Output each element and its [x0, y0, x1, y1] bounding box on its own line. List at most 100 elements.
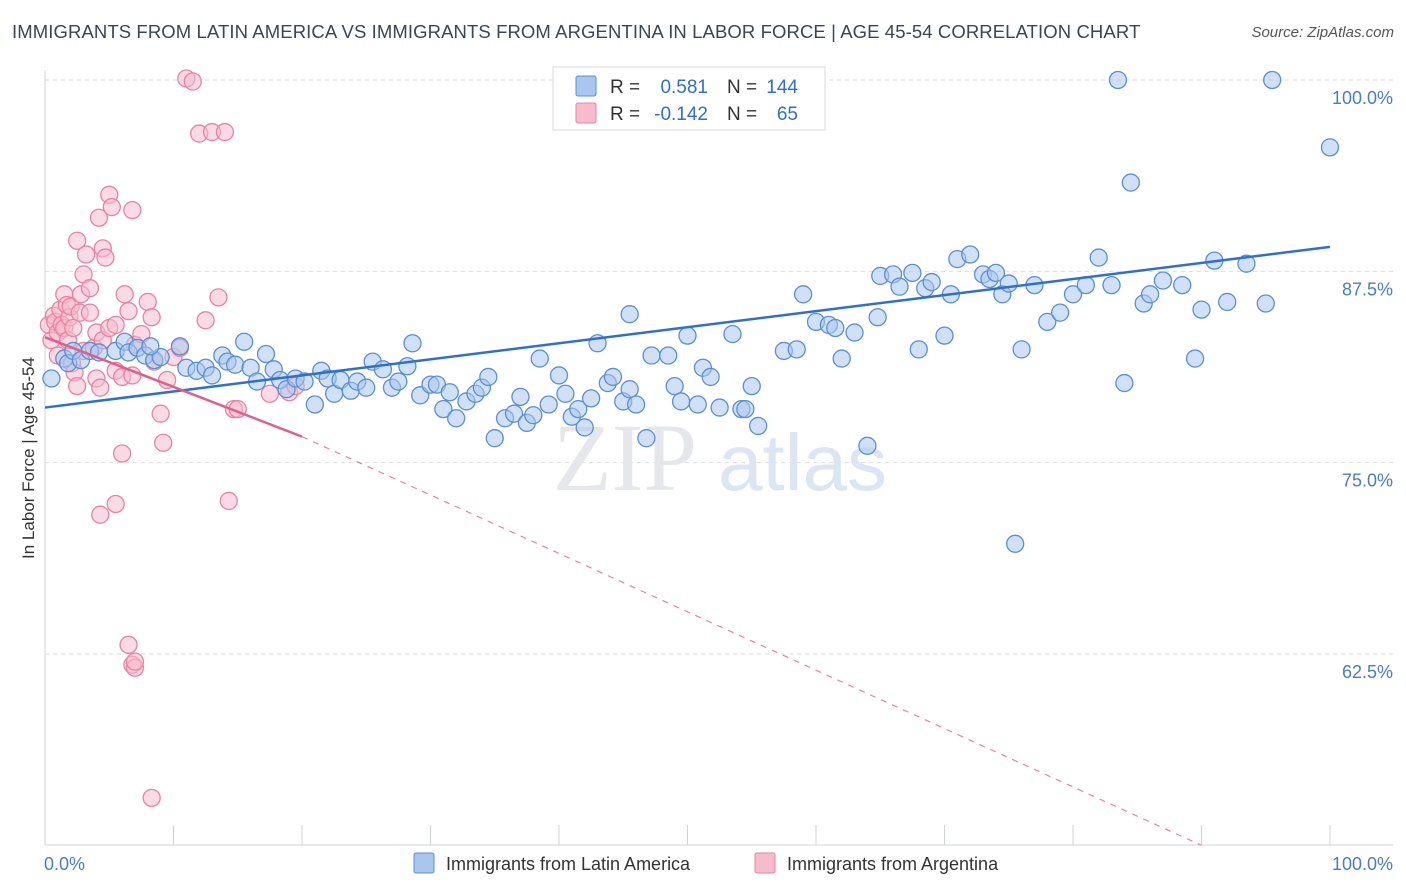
latin-america-point-90 [749, 416, 768, 436]
latin-america-point-49 [434, 399, 453, 419]
latin-america-point-105 [903, 263, 922, 283]
argentina-point-23 [76, 245, 96, 264]
argentina-point-62 [260, 384, 280, 403]
argentina-point-46 [142, 308, 161, 327]
latin-america-point-106 [909, 340, 928, 359]
latin-america-point-75 [626, 395, 646, 414]
argentina-point-41 [119, 301, 138, 321]
series-legend-swatch-blue [413, 852, 435, 874]
argentina-point-72 [142, 788, 161, 808]
legend-r-value-1: 0.581 [660, 77, 708, 98]
latin-america-point-65 [556, 384, 575, 403]
legend-n-value-2: 65 [777, 104, 798, 125]
latin-america-point-45 [403, 334, 422, 353]
latin-america-point-109 [935, 326, 954, 345]
legend-r-value-2: -0.142 [654, 104, 708, 125]
latin-america-point-0 [42, 369, 61, 388]
latin-america-trend-line [44, 245, 1331, 409]
latin-america-point-121 [1038, 312, 1057, 331]
latin-america-point-98 [832, 349, 851, 368]
argentina-point-55 [196, 311, 215, 330]
y-axis-title: In Labor Force | Age 45-54 [19, 357, 38, 559]
y-tick-label-1: 87.5% [1342, 279, 1393, 299]
x-tick-label-0: 0.0% [44, 854, 85, 874]
argentina-points [39, 69, 305, 808]
latin-america-point-91 [620, 305, 639, 324]
latin-america-point-119 [1012, 340, 1031, 359]
argentina-point-67 [112, 444, 132, 463]
latin-america-point-62 [530, 349, 549, 368]
latin-america-point-126 [1102, 275, 1121, 295]
correlation-legend: R = 0.581 N = 144 R = -0.142 N = 65 [552, 66, 826, 131]
series-legend-label-blue: Immigrants from Latin America [446, 854, 691, 874]
argentina-point-57 [209, 288, 228, 307]
latin-america-point-79 [665, 376, 684, 396]
latin-america-point-118 [1006, 534, 1025, 553]
latin-america-point-61 [524, 406, 543, 425]
chart-title: IMMIGRANTS FROM LATIN AMERICA VS IMMIGRA… [12, 21, 1141, 42]
argentina-point-36 [102, 197, 121, 217]
latin-america-point-14 [141, 337, 160, 356]
legend-n-value-1: 144 [766, 77, 798, 98]
latin-america-point-93 [787, 340, 806, 359]
latin-america-point-86 [723, 324, 742, 344]
argentina-point-33 [96, 248, 115, 267]
y-tick-label-3: 62.5% [1342, 662, 1393, 682]
latin-america-point-122 [1051, 303, 1070, 322]
latin-america-point-104 [890, 277, 909, 296]
latin-america-point-81 [678, 326, 697, 345]
latin-america-point-130 [1140, 285, 1160, 304]
latin-america-point-85 [710, 398, 729, 417]
argentina-point-59 [219, 491, 238, 511]
latin-america-point-138 [1256, 294, 1275, 313]
source-credit: Source: ZipAtlas.com [1251, 24, 1394, 41]
latin-america-point-59 [511, 387, 530, 406]
argentina-point-48 [151, 404, 170, 423]
latin-america-point-139 [1320, 138, 1340, 157]
latin-america-point-26 [256, 344, 276, 364]
latin-america-point-43 [389, 372, 408, 391]
legend-swatch-pink [575, 102, 597, 124]
series-legend: Immigrants from Latin America Immigrants… [413, 852, 999, 874]
latin-america-point-125 [1089, 248, 1108, 267]
latin-america-point-74 [620, 380, 639, 399]
argentina-point-66 [91, 505, 110, 524]
latin-america-point-64 [549, 366, 569, 385]
argentina-point-65 [106, 494, 125, 514]
latin-america-point-137 [1237, 254, 1256, 273]
latin-america-point-94 [794, 285, 813, 304]
latin-america-point-69 [581, 389, 601, 408]
latin-america-point-117 [999, 274, 1018, 293]
latin-america-point-101 [868, 308, 887, 327]
latin-america-point-31 [295, 372, 314, 391]
axes [44, 70, 1393, 846]
argentina-point-17 [67, 376, 87, 396]
argentina-trend-extension [301, 436, 1202, 846]
latin-america-point-80 [671, 392, 691, 411]
legend-swatch-blue [575, 75, 597, 97]
legend-r-label-1: R = [610, 77, 640, 98]
y-tick-label-2: 75.0% [1342, 471, 1393, 491]
x-tick-label-100: 100.0% [1332, 854, 1393, 874]
latin-america-point-68 [575, 418, 594, 437]
latin-america-point-97 [826, 318, 845, 338]
latin-america-point-132 [1173, 275, 1192, 295]
argentina-point-40 [115, 285, 134, 304]
latin-america-point-32 [305, 395, 325, 414]
y-tick-labels: 100.0% 87.5% 75.0% 62.5% [1332, 88, 1393, 682]
argentina-point-42 [123, 200, 142, 220]
argentina-point-24 [80, 279, 100, 298]
legend-r-label-2: R = [610, 104, 640, 125]
series-legend-swatch-pink [754, 852, 776, 874]
latin-america-point-131 [1153, 271, 1173, 290]
latin-america-point-88 [736, 399, 755, 419]
latin-america-point-115 [986, 263, 1006, 283]
argentina-point-53 [183, 72, 202, 91]
latin-america-point-39 [357, 378, 376, 397]
latin-america-point-58 [504, 404, 524, 423]
latin-america-point-123 [1063, 285, 1083, 304]
latin-america-point-72 [603, 367, 623, 387]
latin-america-point-112 [961, 245, 980, 264]
argentina-trend-line [44, 335, 303, 438]
latin-america-point-56 [485, 429, 504, 448]
